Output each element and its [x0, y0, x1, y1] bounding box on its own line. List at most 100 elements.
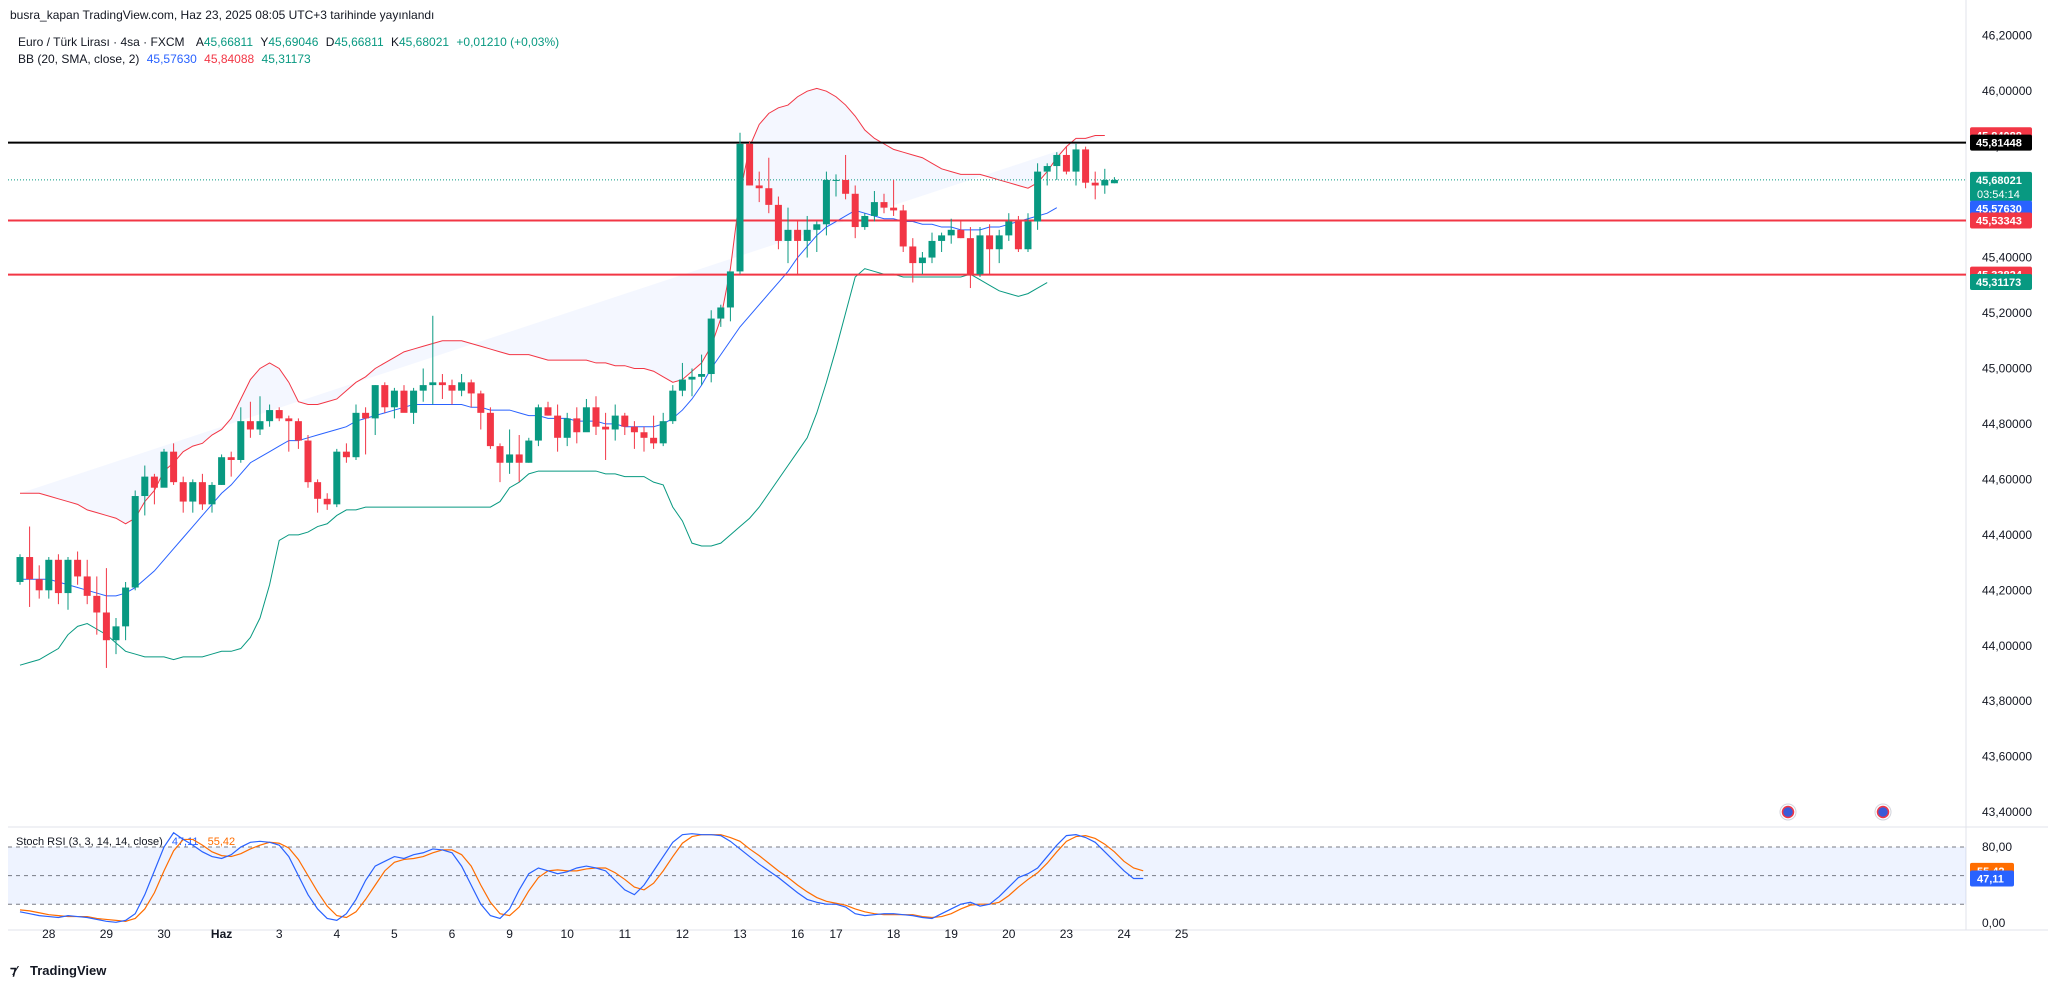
candle-body[interactable]: [237, 421, 245, 460]
candle-body[interactable]: [227, 457, 235, 460]
candle-body[interactable]: [1024, 221, 1032, 250]
candle-body[interactable]: [851, 193, 859, 228]
candle-body[interactable]: [938, 235, 946, 241]
candle-body[interactable]: [448, 385, 456, 391]
candle-body[interactable]: [112, 626, 120, 641]
candle-body[interactable]: [26, 557, 34, 580]
candle-body[interactable]: [323, 498, 331, 505]
candle-body[interactable]: [678, 379, 686, 391]
candle-body[interactable]: [803, 229, 811, 241]
candle-body[interactable]: [16, 557, 24, 582]
tradingview-brand[interactable]: ⁊∕ TradingView: [10, 963, 106, 979]
candle-body[interactable]: [774, 204, 782, 241]
candle-body[interactable]: [890, 207, 898, 211]
candle-body[interactable]: [947, 229, 955, 236]
candle-body[interactable]: [832, 179, 840, 181]
price-tag-6[interactable]: [1970, 274, 2032, 291]
candle-body[interactable]: [1014, 221, 1022, 250]
candle-body[interactable]: [333, 451, 341, 505]
candle-body[interactable]: [986, 235, 994, 250]
candle-body[interactable]: [362, 412, 370, 419]
candle-body[interactable]: [122, 587, 130, 627]
candle-body[interactable]: [659, 421, 667, 444]
candle-body[interactable]: [1091, 182, 1099, 186]
candle-body[interactable]: [573, 418, 581, 433]
candle-body[interactable]: [246, 421, 254, 430]
candle-body[interactable]: [381, 385, 389, 408]
candle-body[interactable]: [64, 559, 72, 594]
candle-body[interactable]: [640, 432, 648, 438]
candle-body[interactable]: [419, 385, 427, 391]
candle-body[interactable]: [266, 410, 274, 422]
candle-body[interactable]: [582, 407, 590, 433]
candle-body[interactable]: [707, 318, 715, 375]
candle-body[interactable]: [314, 482, 322, 499]
candle-body[interactable]: [1043, 166, 1051, 172]
candle-body[interactable]: [765, 188, 773, 205]
candle-body[interactable]: [909, 246, 917, 264]
candle-body[interactable]: [1110, 179, 1118, 184]
candle-body[interactable]: [83, 576, 91, 596]
candle-body[interactable]: [429, 382, 437, 386]
candle-body[interactable]: [1005, 221, 1013, 236]
candle-body[interactable]: [813, 224, 821, 230]
candle-body[interactable]: [371, 385, 379, 419]
candle-body[interactable]: [141, 476, 149, 497]
candle-body[interactable]: [294, 421, 302, 441]
candle-body[interactable]: [458, 382, 466, 391]
candle-body[interactable]: [285, 418, 293, 422]
candle-body[interactable]: [496, 446, 504, 463]
candle-body[interactable]: [102, 612, 110, 641]
candle-body[interactable]: [150, 476, 158, 488]
candle-body[interactable]: [400, 390, 408, 413]
candle-body[interactable]: [957, 229, 965, 239]
candle-body[interactable]: [189, 482, 197, 502]
candle-body[interactable]: [486, 412, 494, 447]
candle-body[interactable]: [477, 393, 485, 413]
candle-body[interactable]: [342, 451, 350, 458]
candle-body[interactable]: [976, 235, 984, 275]
candle-body[interactable]: [74, 559, 82, 577]
price-tag-2[interactable]: [1970, 171, 2032, 202]
candle-body[interactable]: [1062, 154, 1070, 172]
candle-body[interactable]: [842, 179, 850, 194]
candle-body[interactable]: [563, 418, 571, 438]
candle-body[interactable]: [794, 229, 802, 241]
candle-body[interactable]: [822, 179, 830, 225]
candle-body[interactable]: [218, 457, 226, 485]
candle-body[interactable]: [534, 407, 542, 441]
candle-body[interactable]: [736, 143, 744, 272]
candle-body[interactable]: [93, 595, 101, 613]
candle-body[interactable]: [784, 229, 792, 241]
stoch-k-tag[interactable]: [1970, 870, 2014, 887]
candle-body[interactable]: [544, 407, 552, 416]
candle-body[interactable]: [208, 484, 216, 505]
candle-body[interactable]: [1034, 171, 1042, 222]
candle-body[interactable]: [467, 382, 475, 394]
symbol-name[interactable]: Euro / Türk Lirası · 4sa · FXCM: [18, 35, 185, 49]
candle-body[interactable]: [966, 238, 974, 275]
candle-body[interactable]: [304, 440, 312, 483]
candle-body[interactable]: [54, 559, 62, 594]
candle-body[interactable]: [1082, 149, 1090, 183]
candle-body[interactable]: [198, 482, 206, 505]
candle-body[interactable]: [1072, 149, 1080, 172]
candle-body[interactable]: [554, 415, 562, 438]
candle-body[interactable]: [918, 257, 926, 264]
candle-body[interactable]: [746, 143, 754, 186]
candle-body[interactable]: [35, 579, 43, 591]
candle-body[interactable]: [698, 374, 706, 377]
candle-body[interactable]: [899, 210, 907, 247]
candle-body[interactable]: [755, 185, 763, 189]
candle-body[interactable]: [592, 407, 600, 427]
candle-body[interactable]: [717, 307, 725, 319]
bb-legend[interactable]: BB (20, SMA, close, 2) 45,57630 45,84088…: [18, 52, 311, 66]
candle-body[interactable]: [650, 437, 658, 444]
candle-body[interactable]: [525, 440, 533, 463]
candle-body[interactable]: [726, 271, 734, 308]
candle-body[interactable]: [352, 412, 360, 458]
candle-body[interactable]: [131, 496, 139, 588]
candle-body[interactable]: [410, 390, 418, 413]
candle-body[interactable]: [1101, 179, 1109, 186]
